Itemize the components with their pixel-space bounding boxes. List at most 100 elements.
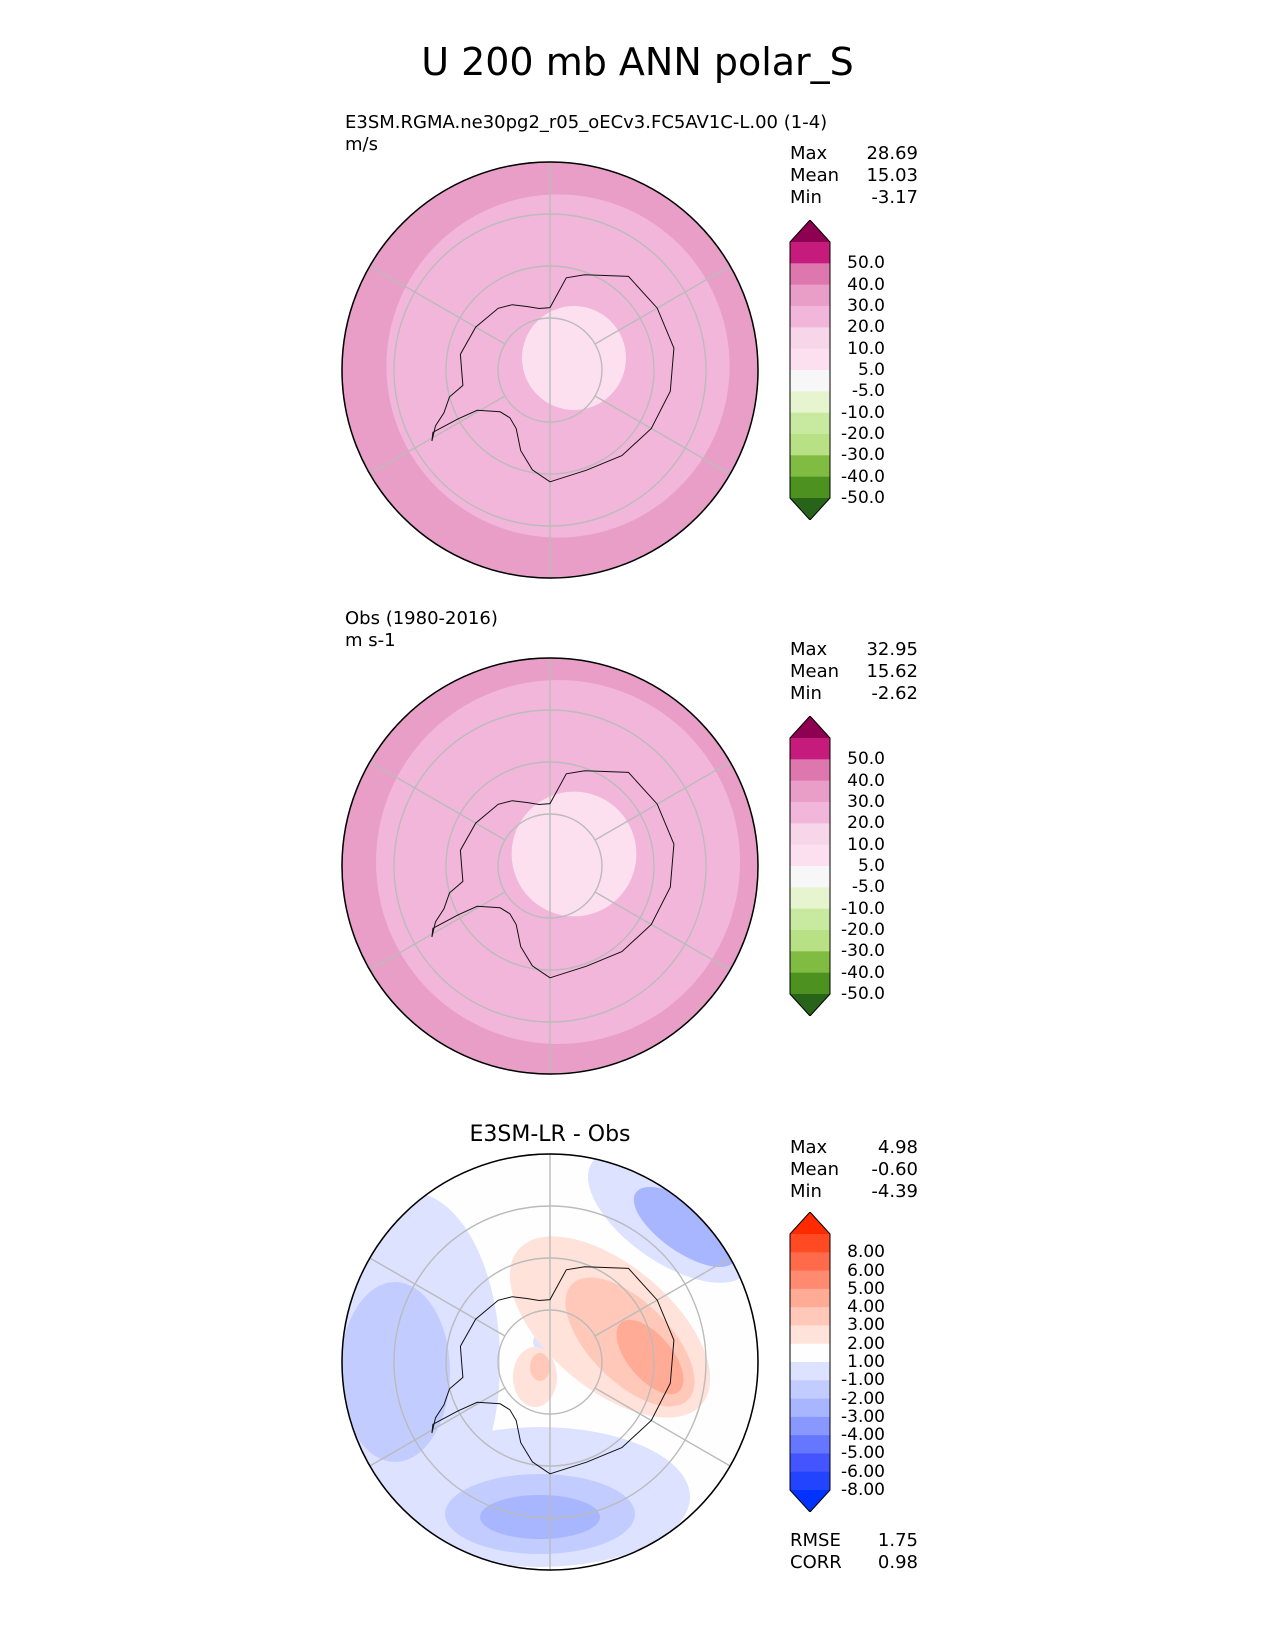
colorbar-extend-bottom (790, 994, 830, 1016)
colorbar-segment (790, 738, 830, 760)
difference-polar-map (341, 1153, 759, 1571)
test-polar-map (341, 161, 759, 579)
colorbar-segment (790, 306, 830, 328)
colorbar-segment (790, 802, 830, 824)
longitude-gridline (594, 1387, 731, 1467)
colorbar-tick-label: 30.0 (847, 296, 885, 316)
min-label: Min (790, 1181, 822, 1202)
colorbar-tick-label: -2.00 (841, 1388, 885, 1409)
longitude-gridline (369, 1257, 506, 1337)
colorbar-segment (790, 951, 830, 974)
colorbar-tick-label: -5.0 (851, 877, 885, 898)
max-label: Max (790, 143, 828, 164)
colorbar-segment (790, 1362, 830, 1381)
colorbar-segment (790, 1270, 830, 1290)
colorbar-segment (790, 759, 830, 782)
colorbar-extend-top (790, 716, 830, 738)
colorbar-tick-label: 4.00 (847, 1297, 885, 1318)
coastline (431, 1266, 675, 1475)
colorbar-segment (790, 1234, 830, 1253)
longitude-gridline (594, 761, 731, 841)
colorbar-segment (790, 1343, 830, 1363)
colorbar-segment (790, 476, 830, 499)
test-colorbar (789, 220, 831, 520)
colorbar-segment (790, 972, 830, 995)
longitude-gridline (369, 265, 506, 345)
colorbar-segment (790, 412, 830, 435)
min-value: -4.39 (871, 1181, 918, 1202)
colorbar-tick-label: 5.00 (847, 1278, 885, 1299)
colorbar-segment (790, 284, 830, 307)
min-label: Min (790, 187, 822, 208)
test-colorbar-ticks: 50.0 40.0 30.0 20.0 10.0 5.0 -5.0 -10.0 -20.0 -30… (835, 220, 885, 520)
colorbar-segment (790, 434, 830, 456)
mean-label: Mean (790, 1159, 840, 1180)
colorbar-outline (789, 1212, 831, 1512)
colorbar-tick-label: 40.0 (847, 274, 885, 295)
colorbar-segment (790, 1398, 830, 1418)
colorbar-tick-label: -8.00 (841, 1480, 885, 1500)
colorbar-tick-label: -10.0 (841, 402, 885, 423)
rmse-label: RMSE (790, 1530, 841, 1551)
colorbar-segment (790, 1307, 830, 1326)
field-band (511, 791, 637, 917)
colorbar-segment (790, 1435, 830, 1454)
colorbar-tick-label: -5.0 (851, 381, 885, 402)
colorbar-tick-label: 20.0 (847, 813, 885, 834)
colorbar-segment (790, 1380, 830, 1400)
longitude-gridline (594, 265, 731, 345)
test-title: E3SM.RGMA.ne30pg2_r05_oECv3.FC5AV1C-L.00… (345, 112, 828, 133)
coastline (431, 770, 675, 979)
colorbar-segment (790, 1325, 830, 1345)
test-units: m/s (345, 134, 378, 155)
max-label: Max (790, 1137, 828, 1158)
colorbar-tick-label: 50.0 (847, 253, 885, 274)
difference-metrics: RMSE 1.75 CORR 0.98 (790, 1530, 918, 1574)
difference-colorbar-ticks: 8.00 6.00 5.00 4.00 3.00 2.00 1.00 -1.00 -2.00 -3… (835, 1212, 885, 1512)
mean-value: -0.60 (871, 1159, 918, 1180)
colorbar-segment (790, 908, 830, 931)
mean-value: 15.03 (866, 165, 918, 186)
colorbar-extend-top (790, 1212, 830, 1234)
map-boundary (341, 657, 759, 1075)
colorbar-tick-label: 5.0 (857, 856, 885, 876)
colorbar-tick-label: -5.00 (841, 1443, 885, 1464)
colorbar-tick-label: 3.00 (847, 1315, 885, 1336)
colorbar-segment (790, 370, 830, 392)
reference-units: m s-1 (345, 630, 396, 651)
max-value: 32.95 (866, 639, 918, 660)
max-value: 4.98 (877, 1137, 918, 1158)
colorbar-tick-label: -10.0 (841, 898, 885, 919)
longitude-gridline (594, 891, 731, 971)
colorbar-extend-bottom (790, 1490, 830, 1512)
colorbar-tick-label: 2.00 (847, 1333, 885, 1354)
longitude-gridline (369, 395, 506, 475)
colorbar-segment (790, 1471, 830, 1491)
colorbar-tick-label: -4.00 (841, 1425, 885, 1446)
colorbar-tick-label: 6.00 (847, 1260, 885, 1281)
colorbar-tick-label: -20.0 (841, 920, 885, 940)
longitude-gridline (594, 1257, 731, 1337)
colorbar-segment (790, 391, 830, 414)
corr-label: CORR (790, 1552, 842, 1573)
colorbar-segment (790, 780, 830, 803)
coastline (431, 274, 675, 483)
field-band (530, 1353, 550, 1381)
colorbar-tick-label: 40.0 (847, 770, 885, 791)
reference-stats: Max 32.95 Mean 15.62 Min -2.62 (790, 639, 918, 705)
colorbar-tick-label: 20.0 (847, 317, 885, 338)
colorbar-tick-label: -50.0 (841, 984, 885, 1004)
colorbar-segment (790, 887, 830, 910)
mean-label: Mean (790, 661, 840, 682)
reference-title: Obs (1980-2016) (345, 608, 498, 629)
colorbar-extend-top (790, 220, 830, 242)
longitude-gridline (369, 761, 506, 841)
colorbar-segment (790, 263, 830, 286)
difference-title: E3SM-LR - Obs (469, 1122, 631, 1147)
test-stats: Max 28.69 Mean 15.03 Min -3.17 (790, 143, 918, 209)
colorbar-segment (790, 1453, 830, 1473)
min-value: -2.62 (871, 683, 918, 704)
max-value: 28.69 (866, 143, 918, 164)
colorbar-tick-label: -30.0 (841, 445, 885, 466)
reference-colorbar-ticks: 50.0 40.0 30.0 20.0 10.0 5.0 -5.0 -10.0 -20.0 -30… (835, 716, 885, 1016)
